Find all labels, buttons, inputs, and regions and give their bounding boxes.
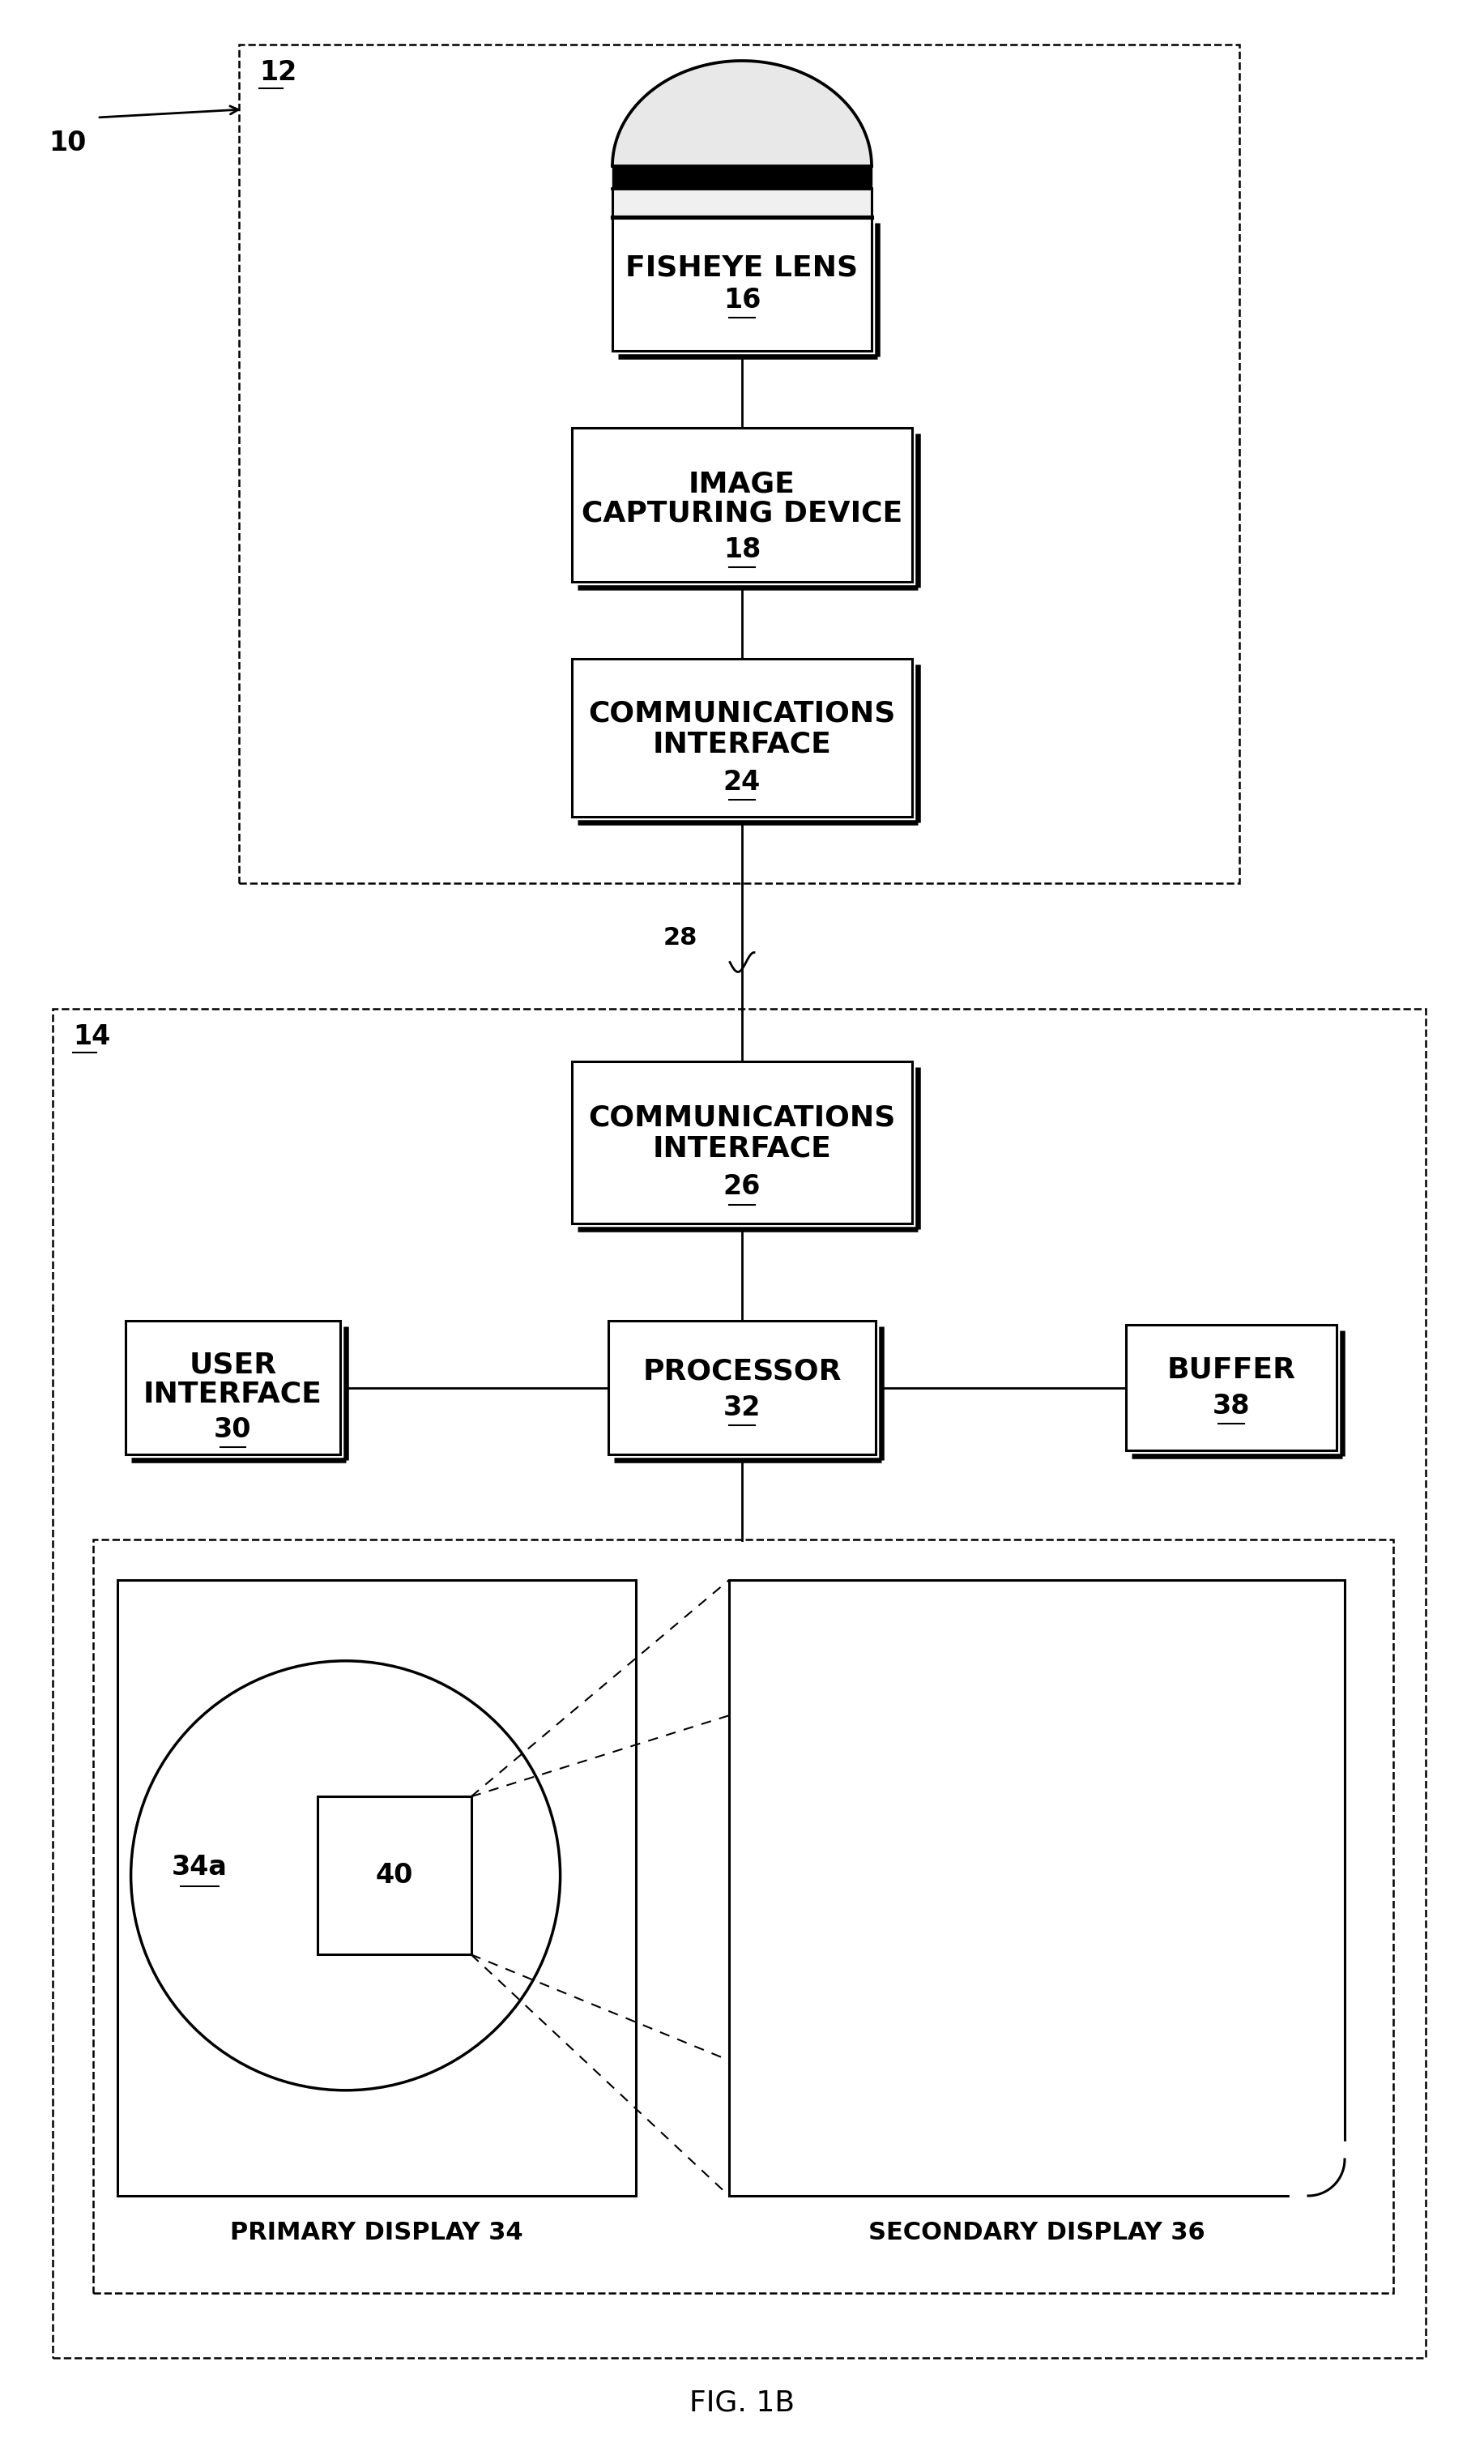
Bar <box>126 1321 340 1454</box>
Bar <box>117 1579 635 2195</box>
Text: 40: 40 <box>375 1863 413 1890</box>
Text: SECONDARY DISPLAY 36: SECONDARY DISPLAY 36 <box>868 2220 1205 2245</box>
Text: IMAGE: IMAGE <box>689 471 795 498</box>
Text: 24: 24 <box>723 769 760 796</box>
Polygon shape <box>1290 2141 1346 2198</box>
Bar <box>729 1579 1345 2195</box>
Text: FISHEYE LENS: FISHEYE LENS <box>625 254 858 281</box>
Text: 16: 16 <box>723 286 760 313</box>
Text: 14: 14 <box>73 1023 110 1050</box>
Text: 28: 28 <box>663 926 697 949</box>
Text: PRIMARY DISPLAY 34: PRIMARY DISPLAY 34 <box>230 2220 522 2245</box>
Text: USER: USER <box>188 1350 276 1380</box>
Text: 30: 30 <box>214 1417 252 1444</box>
Text: 32: 32 <box>723 1395 760 1422</box>
Text: BUFFER: BUFFER <box>1166 1355 1296 1382</box>
Text: COMMUNICATIONS: COMMUNICATIONS <box>588 1104 895 1131</box>
Text: INTERFACE: INTERFACE <box>144 1380 322 1407</box>
Bar <box>239 44 1239 882</box>
Text: 12: 12 <box>260 59 297 86</box>
Text: 10: 10 <box>49 131 86 155</box>
Bar <box>611 217 871 350</box>
Text: FIG. 1B: FIG. 1B <box>689 2388 794 2417</box>
Bar <box>52 1008 1425 2358</box>
Bar <box>571 429 911 582</box>
Bar <box>571 658 911 816</box>
Bar <box>608 1321 876 1454</box>
Text: COMMUNICATIONS: COMMUNICATIONS <box>588 700 895 727</box>
Bar <box>1125 1326 1336 1451</box>
Text: INTERFACE: INTERFACE <box>651 729 831 759</box>
Text: INTERFACE: INTERFACE <box>651 1136 831 1163</box>
Text: 18: 18 <box>723 537 760 562</box>
Text: 38: 38 <box>1212 1392 1250 1419</box>
Text: 26: 26 <box>723 1173 760 1200</box>
Bar <box>571 1062 911 1225</box>
Text: PROCESSOR: PROCESSOR <box>643 1358 841 1385</box>
Text: 34a: 34a <box>172 1853 227 1880</box>
Bar <box>318 1796 470 1954</box>
Bar <box>93 1540 1392 2294</box>
Text: CAPTURING DEVICE: CAPTURING DEVICE <box>582 500 902 527</box>
